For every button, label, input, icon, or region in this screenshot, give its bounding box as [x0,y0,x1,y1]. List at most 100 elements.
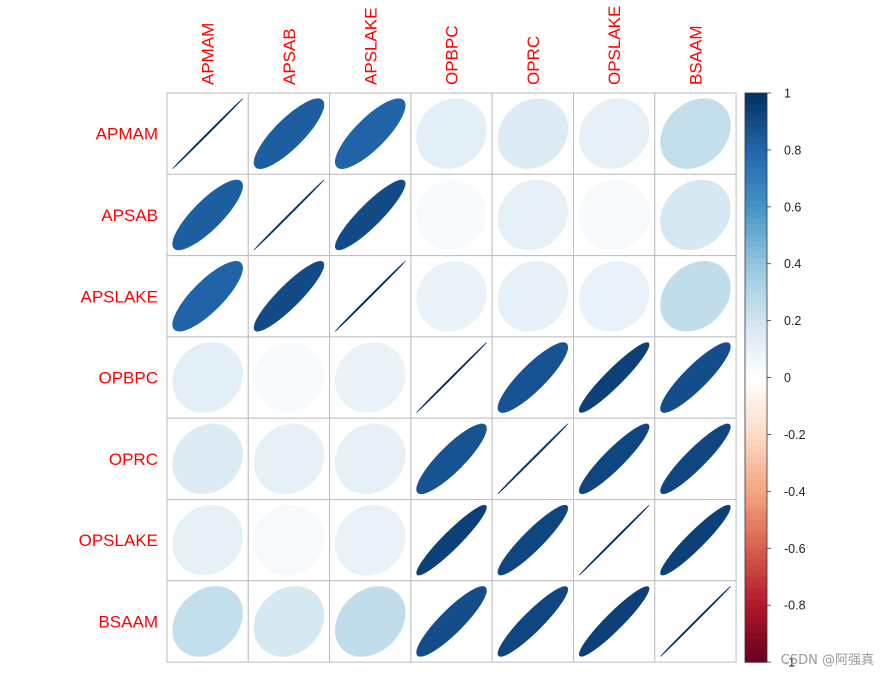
cell-OPBPC-APMAM [166,336,249,419]
correlation-ellipse [172,98,244,170]
cell-OPRC-APSAB [247,417,331,501]
legend-color-step [745,166,767,174]
correlation-ellipse [660,179,731,251]
correlation-ellipse [660,98,731,169]
correlation-ellipse [578,261,650,332]
row-label: OPBPC [98,369,158,388]
correlation-ellipse [660,342,731,413]
cell-BSAAM-OPBPC [410,580,493,663]
legend-color-step [745,605,767,612]
legend-color-step [745,445,767,453]
correlation-ellipse [497,504,569,576]
legend-color-step [745,627,767,635]
correlation-ellipse [578,504,650,576]
color-legend: 1 0.8 0.6 0.4 0.2 0 -0.2 -0.4 -0.6 -0.8 -1 [744,87,806,670]
legend-color-step [745,588,767,595]
legend-color-step [745,508,767,515]
cell-OPRC-BSAAM [654,417,737,501]
correlation-ellipse [416,261,487,332]
legend-tick-label: 0 [784,371,791,385]
legend-color-step [745,548,767,555]
legend-color-step [745,468,767,475]
legend-color-step [745,240,767,248]
correlation-ellipse [335,423,406,495]
watermark-text: CSDN @阿强真 [780,653,874,668]
legend-tick-label: 1 [784,87,791,101]
legend-tick-label: -0.4 [784,485,806,499]
correlation-ellipse [416,98,487,169]
legend-color-step [745,576,767,584]
cell-APMAM-APSAB [247,92,331,175]
correlation-ellipse [253,504,325,576]
correlation-ellipse [172,342,243,413]
cell-APSLAKE-OPSLAKE [573,255,656,338]
cell-APSLAKE-APSAB [247,255,331,338]
column-label: APSLAKE [361,8,380,86]
legend-color-step [745,462,767,470]
cell-APMAM-APMAM [166,92,249,175]
row-label: APSAB [101,206,158,225]
legend-color-step [745,514,767,521]
legend-color-step [745,297,767,305]
legend-color-step [745,542,767,549]
legend-color-step [745,280,767,288]
legend-color-step [745,263,767,271]
legend-color-step [745,252,767,259]
row-label: BSAAM [98,612,158,631]
cell-OPRC-OPBPC [410,417,493,501]
legend-color-step [745,388,767,396]
row-label: OPSLAKE [79,531,158,550]
cell-OPSLAKE-APMAM [166,499,249,582]
correlation-ellipse [335,179,406,251]
cell-OPBPC-BSAAM [654,336,737,419]
legend-color-step [745,645,767,652]
cell-APMAM-APSLAKE [329,92,412,175]
legend-color-step [745,411,767,418]
correlation-ellipse [578,423,650,495]
legend-color-step [745,479,767,487]
color-legend-ticks: 1 0.8 0.6 0.4 0.2 0 -0.2 -0.4 -0.6 -0.8 -1 [767,87,806,670]
cell-OPBPC-APSAB [247,336,331,419]
legend-color-step [745,155,767,162]
correlation-ellipse [335,98,406,169]
legend-color-step [745,417,767,424]
legend-color-step [745,218,767,225]
correlation-ellipse [497,423,569,495]
legend-color-step [745,258,767,265]
legend-color-step [745,326,767,333]
column-label: APSAB [280,28,299,85]
correlation-ellipse [497,342,569,413]
cell-OPBPC-OPRC [491,336,575,419]
legend-color-step [745,639,767,646]
correlation-ellipse [659,585,731,657]
cell-OPSLAKE-APSLAKE [329,499,412,582]
cell-OPBPC-APSLAKE [329,336,412,419]
legend-tick-label: 0.4 [784,257,801,271]
legend-color-step [745,98,767,105]
column-label: OPRC [524,36,543,85]
cell-OPRC-APMAM [166,417,249,501]
legend-color-step [745,656,767,663]
correlation-ellipse [335,342,406,413]
cell-BSAAM-APMAM [166,580,249,663]
legend-color-step [745,115,767,123]
correlation-ellipse [578,586,650,657]
correlation-ellipse [416,504,487,576]
correlation-ellipse [334,260,406,332]
legend-color-step [745,519,767,527]
legend-color-step [745,536,767,544]
correlation-ellipse [578,179,650,251]
cell-OPSLAKE-APSAB [247,499,331,582]
correlation-ellipse [172,261,243,332]
cell-OPSLAKE-OPSLAKE [573,499,656,582]
legend-color-step [745,138,767,145]
correlation-ellipse [416,586,487,657]
legend-color-step [745,104,767,111]
correlation-ellipse [335,504,406,576]
legend-tick-label: -0.2 [784,428,806,442]
legend-color-step [745,286,767,293]
cell-BSAAM-BSAAM [654,580,737,663]
legend-tick-label: 0.6 [784,200,801,214]
correlation-ellipse [416,342,488,414]
